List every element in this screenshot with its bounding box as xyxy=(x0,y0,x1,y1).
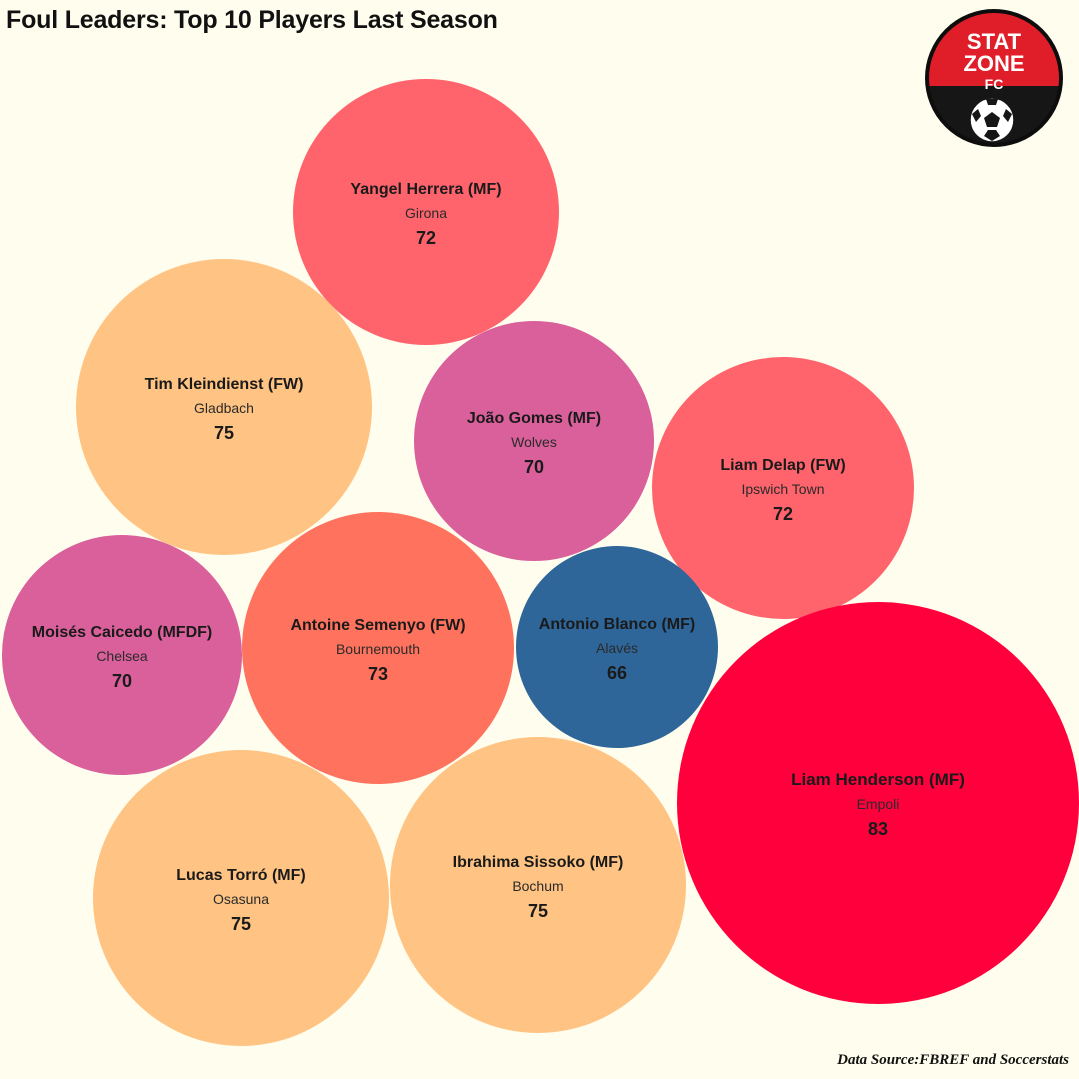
bubble-circle xyxy=(93,750,389,1046)
bubble-value-label: 70 xyxy=(112,671,132,691)
bubble-player-label: Liam Delap (FW) xyxy=(720,457,845,474)
bubble-circle xyxy=(677,602,1079,1004)
bubble-team-label: Chelsea xyxy=(96,648,148,664)
bubble-player-label: Lucas Torró (MF) xyxy=(176,867,305,884)
bubble-circle xyxy=(76,259,372,555)
bubble-value-label: 83 xyxy=(868,819,888,839)
bubble: Yangel Herrera (MF) Girona 72 xyxy=(293,79,559,345)
bubble-player-label: Liam Henderson (MF) xyxy=(791,770,965,789)
bubble-team-label: Ipswich Town xyxy=(741,481,824,497)
bubble-value-label: 72 xyxy=(416,228,436,248)
bubble-team-label: Gladbach xyxy=(194,400,254,416)
bubble-player-label: Antonio Blanco (MF) xyxy=(539,616,695,633)
logo-line-1: STAT xyxy=(967,29,1022,54)
bubble-player-label: Yangel Herrera (MF) xyxy=(350,181,501,198)
bubble-team-label: Bournemouth xyxy=(336,641,420,657)
soccer-ball-icon xyxy=(969,97,1015,143)
bubble-circle xyxy=(293,79,559,345)
bubble: Antonio Blanco (MF) Alavés 66 xyxy=(516,546,718,748)
bubble: Moisés Caicedo (MFDF) Chelsea 70 xyxy=(2,535,242,775)
bubble-player-label: Antoine Semenyo (FW) xyxy=(290,617,465,634)
bubble: Lucas Torró (MF) Osasuna 75 xyxy=(93,750,389,1046)
bubble-team-label: Wolves xyxy=(511,434,557,450)
bubble: Antoine Semenyo (FW) Bournemouth 73 xyxy=(242,512,514,784)
bubble-team-label: Bochum xyxy=(512,878,563,894)
bubble-player-label: João Gomes (MF) xyxy=(467,410,601,427)
bubble-team-label: Empoli xyxy=(857,796,900,812)
bubble: João Gomes (MF) Wolves 70 xyxy=(414,321,654,561)
bubble-value-label: 75 xyxy=(231,914,251,934)
bubble-player-label: Ibrahima Sissoko (MF) xyxy=(453,854,624,871)
logo-line-2: ZONE xyxy=(963,51,1024,76)
bubble-circle xyxy=(2,535,242,775)
chart-title: Foul Leaders: Top 10 Players Last Season xyxy=(6,6,498,34)
bubble: Ibrahima Sissoko (MF) Bochum 75 xyxy=(390,737,686,1033)
bubble-circle xyxy=(390,737,686,1033)
bubble-value-label: 75 xyxy=(214,423,234,443)
bubble-value-label: 66 xyxy=(607,663,627,683)
bubble-team-label: Osasuna xyxy=(213,891,269,907)
data-source-note: Data Source:FBREF and Soccerstats xyxy=(837,1052,1069,1068)
bubble: Liam Henderson (MF) Empoli 83 xyxy=(677,602,1079,1004)
bubble-circle xyxy=(652,357,914,619)
bubble-value-label: 70 xyxy=(524,457,544,477)
bubble-value-label: 75 xyxy=(528,901,548,921)
logo-line-3: FC xyxy=(985,76,1004,92)
bubble-circle xyxy=(242,512,514,784)
bubble-team-label: Alavés xyxy=(596,640,638,656)
bubble: Liam Delap (FW) Ipswich Town 72 xyxy=(652,357,914,619)
stat-zone-fc-logo: STAT ZONE FC xyxy=(925,9,1063,147)
bubble: Tim Kleindienst (FW) Gladbach 75 xyxy=(76,259,372,555)
bubble-team-label: Girona xyxy=(405,205,447,221)
bubble-value-label: 72 xyxy=(773,504,793,524)
bubble-circle xyxy=(414,321,654,561)
bubble-player-label: Moisés Caicedo (MFDF) xyxy=(32,624,212,641)
bubble-value-label: 73 xyxy=(368,664,388,684)
bubble-circle xyxy=(516,546,718,748)
bubble-player-label: Tim Kleindienst (FW) xyxy=(145,376,304,393)
